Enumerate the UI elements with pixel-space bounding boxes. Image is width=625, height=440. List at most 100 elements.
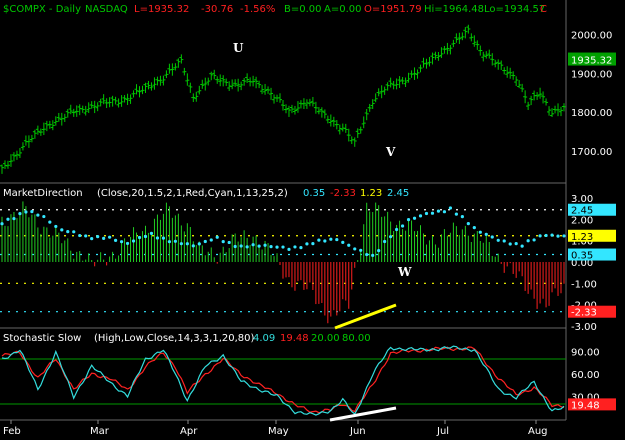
stoch-divergence-line (329, 406, 397, 422)
md-dot (155, 236, 160, 240)
header-exchange: NASDAQ (85, 4, 128, 15)
md-dot (460, 215, 464, 219)
md-tick-label: -1.00 (571, 279, 597, 290)
md-dot (478, 230, 482, 234)
md-dot (287, 247, 291, 251)
stoch-value-tag (568, 398, 616, 411)
md-dot (12, 217, 16, 221)
annotation-v: V (385, 145, 396, 159)
md-dot (251, 243, 255, 247)
month-label: Feb (3, 426, 21, 437)
md-dot (424, 211, 429, 216)
md-dot (143, 234, 148, 239)
md-dot (436, 209, 441, 213)
md-label: MarketDirection (3, 188, 83, 199)
md-value-tag-label: 0.35 (571, 251, 593, 262)
md-dot (377, 249, 381, 253)
md-dot (227, 240, 231, 245)
md-params: (Close,20,1.5,2,1,Red,Cyan,1,13,25,2) (97, 188, 288, 199)
stoch-label: Stochastic Slow (3, 333, 81, 344)
md-dot (257, 244, 261, 248)
md-value-4: 2.45 (387, 188, 409, 199)
md-dot (119, 240, 124, 244)
md-tick-label: -3.00 (571, 322, 597, 333)
md-value-tag-label: 1.23 (571, 232, 593, 243)
md-dot (0, 222, 4, 226)
md-tick-label: 2.00 (571, 215, 593, 226)
axes: 2000.001900.001800.001700.001935.323.002… (3, 30, 616, 437)
md-value-tag (568, 229, 616, 242)
md-dot (185, 242, 189, 246)
md-dot (96, 235, 100, 239)
price-last-tag (568, 52, 616, 66)
md-dot (550, 233, 554, 237)
md-value-tag (568, 305, 616, 318)
md-value-tag-label: 2.45 (571, 206, 593, 217)
md-tick-label: 3.00 (571, 194, 593, 205)
md-dot (508, 242, 512, 246)
md-dot (54, 224, 58, 229)
header-bid: B=0.00 (284, 4, 322, 15)
md-dot (72, 230, 76, 234)
md-dot (412, 216, 417, 220)
md-dot (448, 206, 453, 210)
md-value-1: 0.35 (303, 188, 325, 199)
md-dot (221, 239, 225, 244)
md-dot (484, 232, 488, 236)
md-dot (490, 235, 494, 239)
md-dot (293, 245, 297, 249)
md-dot (532, 238, 536, 242)
md-dot (389, 235, 393, 239)
md-dot (347, 243, 351, 247)
md-dot (394, 227, 399, 232)
md-value-tag (568, 248, 616, 261)
md-dot (42, 214, 46, 219)
md-dot (496, 238, 500, 242)
md-dot (341, 240, 345, 245)
header-change-pct: -1.56% (240, 4, 275, 15)
header-open: O=1951.79 (364, 4, 422, 15)
stoch-k-line (1, 345, 565, 416)
stoch-params: (High,Low,Close,14,3,3,1,20,80) (94, 333, 255, 344)
stoch-tick-label: 60.00 (571, 370, 600, 381)
price-tick-label: 1700.00 (571, 147, 612, 158)
md-dot (197, 242, 201, 246)
md-dot (359, 248, 363, 252)
md-dot (305, 242, 309, 246)
header-change: -30.76 (201, 4, 233, 15)
price-tick-label: 1900.00 (571, 69, 612, 80)
md-dot (400, 224, 405, 228)
md-dot (454, 212, 458, 216)
md-dot (502, 239, 506, 243)
md-dot (269, 244, 273, 249)
header-ask: A=0.00 (324, 4, 362, 15)
md-dot (406, 217, 411, 222)
md-dot (538, 234, 542, 238)
md-dot (24, 210, 28, 214)
md-tick-label: 1.00 (571, 237, 593, 248)
md-dot (66, 230, 70, 234)
stoch-tick-label: 30.00 (571, 393, 600, 404)
md-dot (329, 237, 333, 241)
md-dot (131, 239, 136, 243)
stoch-value-1: 4.09 (253, 333, 275, 344)
md-dot (215, 235, 219, 239)
price-tick-label: 1800.00 (571, 108, 612, 119)
month-label: Aug (528, 426, 548, 437)
stoch-d-line (1, 346, 565, 414)
md-dot (353, 247, 357, 251)
md-tick-label: 0.00 (571, 258, 593, 269)
stoch-value-4: 80.00 (342, 333, 371, 344)
md-dot (90, 237, 94, 241)
md-dot (6, 217, 10, 221)
month-label: Jul (436, 426, 449, 437)
md-dot (281, 245, 285, 249)
md-dot (149, 231, 154, 235)
md-dot (299, 246, 303, 250)
md-dot (311, 242, 315, 246)
annotation-u: U (233, 41, 244, 55)
md-dot (60, 228, 64, 232)
md-dot (161, 236, 166, 240)
annotation-w: W (397, 265, 412, 279)
